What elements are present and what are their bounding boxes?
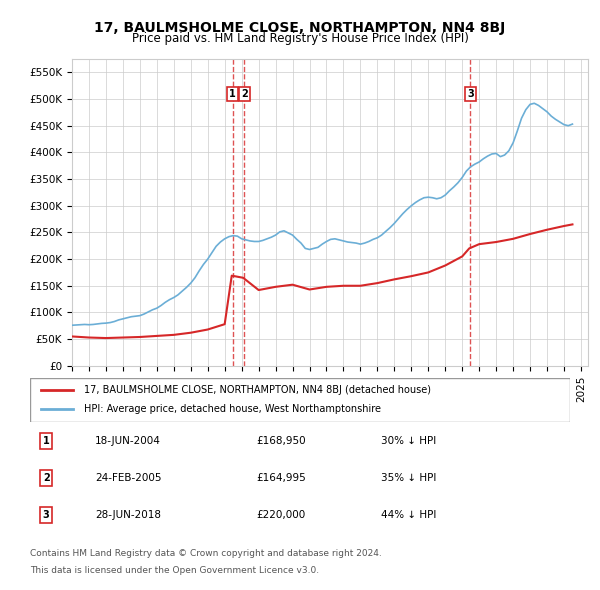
Text: 44% ↓ HPI: 44% ↓ HPI: [381, 510, 436, 520]
Text: 3: 3: [467, 88, 474, 99]
Text: 28-JUN-2018: 28-JUN-2018: [95, 510, 161, 520]
Text: £164,995: £164,995: [257, 473, 307, 483]
Text: 35% ↓ HPI: 35% ↓ HPI: [381, 473, 436, 483]
Text: £168,950: £168,950: [257, 436, 307, 445]
Text: 17, BAULMSHOLME CLOSE, NORTHAMPTON, NN4 8BJ: 17, BAULMSHOLME CLOSE, NORTHAMPTON, NN4 …: [94, 21, 506, 35]
Text: 1: 1: [229, 88, 236, 99]
Text: Contains HM Land Registry data © Crown copyright and database right 2024.: Contains HM Land Registry data © Crown c…: [30, 549, 382, 558]
Text: 30% ↓ HPI: 30% ↓ HPI: [381, 436, 436, 445]
Text: 17, BAULMSHOLME CLOSE, NORTHAMPTON, NN4 8BJ (detached house): 17, BAULMSHOLME CLOSE, NORTHAMPTON, NN4 …: [84, 385, 431, 395]
Text: This data is licensed under the Open Government Licence v3.0.: This data is licensed under the Open Gov…: [30, 566, 319, 575]
Text: 2: 2: [43, 473, 50, 483]
FancyBboxPatch shape: [30, 378, 570, 422]
Text: 3: 3: [43, 510, 50, 520]
Text: HPI: Average price, detached house, West Northamptonshire: HPI: Average price, detached house, West…: [84, 405, 381, 414]
Text: £220,000: £220,000: [257, 510, 306, 520]
Text: 24-FEB-2005: 24-FEB-2005: [95, 473, 161, 483]
Text: 2: 2: [241, 88, 248, 99]
Text: 18-JUN-2004: 18-JUN-2004: [95, 436, 161, 445]
Text: Price paid vs. HM Land Registry's House Price Index (HPI): Price paid vs. HM Land Registry's House …: [131, 32, 469, 45]
Text: 1: 1: [43, 436, 50, 445]
